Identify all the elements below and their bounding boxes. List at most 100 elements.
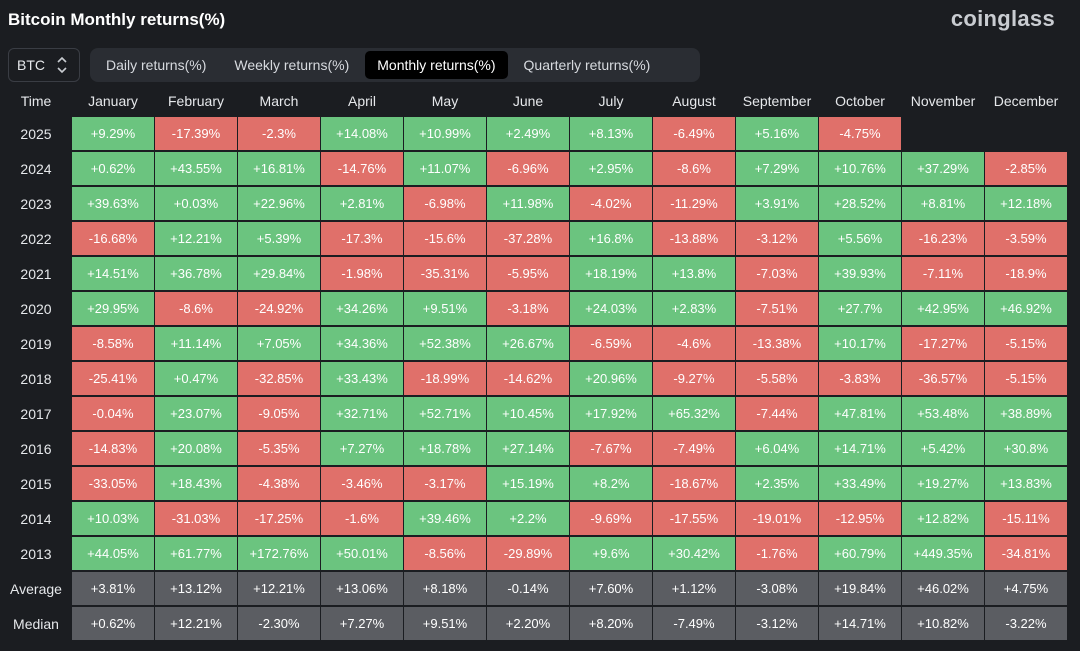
return-cell: +2.49% <box>487 117 569 152</box>
table-row: 2016 -14.83% +20.08% -5.35% +7.27% +18.78% +27… <box>1 432 1067 467</box>
tab-monthly-returns[interactable]: Monthly returns(%) <box>365 51 508 79</box>
return-cell: +172.76% <box>238 537 320 572</box>
return-cell: -8.58% <box>72 327 154 362</box>
chevron-up-down-icon <box>57 56 67 74</box>
return-cell: +12.21% <box>155 222 237 257</box>
coin-select[interactable]: BTC <box>8 48 80 82</box>
return-cell: +0.03% <box>155 187 237 222</box>
return-cell: -6.96% <box>487 152 569 187</box>
return-cell: +52.38% <box>404 327 486 362</box>
year-label: 2021 <box>1 257 71 292</box>
tab-weekly-returns[interactable]: Weekly returns(%) <box>234 57 350 73</box>
year-label: 2023 <box>1 187 71 222</box>
return-cell: +19.27% <box>902 467 984 502</box>
return-cell: +10.17% <box>819 327 901 362</box>
tab-daily-returns[interactable]: Daily returns(%) <box>106 57 207 73</box>
return-cell: +2.35% <box>736 467 818 502</box>
return-cell: -36.57% <box>902 362 984 397</box>
return-cell: +15.19% <box>487 467 569 502</box>
return-cell: +27.14% <box>487 432 569 467</box>
summary-cell: +19.84% <box>819 572 901 607</box>
summary-cell: -3.08% <box>736 572 818 607</box>
return-cell <box>985 117 1067 152</box>
return-cell: +16.81% <box>238 152 320 187</box>
brand-logo[interactable]: coinglass <box>950 6 1055 31</box>
return-cell: -6.49% <box>653 117 735 152</box>
return-cell: +20.96% <box>570 362 652 397</box>
table-row: 2023 +39.63% +0.03% +22.96% +2.81% -6.98% +11.… <box>1 187 1067 222</box>
return-cell: -7.51% <box>736 292 818 327</box>
return-cell: -8.6% <box>155 292 237 327</box>
table-row: 2024 +0.62% +43.55% +16.81% -14.76% +11.07% -6… <box>1 152 1067 187</box>
year-label: 2022 <box>1 222 71 257</box>
summary-cell: +13.06% <box>321 572 403 607</box>
return-cell: -17.39% <box>155 117 237 152</box>
return-cell: -9.69% <box>570 502 652 537</box>
return-cell: +8.13% <box>570 117 652 152</box>
summary-cell: +2.20% <box>487 607 569 642</box>
return-cell: -18.67% <box>653 467 735 502</box>
return-cell: +12.18% <box>985 187 1067 222</box>
return-cell: +52.71% <box>404 397 486 432</box>
return-cell: +14.08% <box>321 117 403 152</box>
return-cell: +28.52% <box>819 187 901 222</box>
table-row: 2025 +9.29% -17.39% -2.3% +14.08% +10.99% +2.4… <box>1 117 1067 152</box>
summary-cell: +8.18% <box>404 572 486 607</box>
return-cell: -14.62% <box>487 362 569 397</box>
summary-cell: +0.62% <box>72 607 154 642</box>
return-cell: +30.42% <box>653 537 735 572</box>
summary-cell: +9.51% <box>404 607 486 642</box>
return-cell: -2.3% <box>238 117 320 152</box>
return-cell: +22.96% <box>238 187 320 222</box>
summary-cell: +13.12% <box>155 572 237 607</box>
column-header-december: December <box>993 92 1059 109</box>
column-header-november: November <box>910 92 976 109</box>
return-cell: -3.46% <box>321 467 403 502</box>
return-cell: +20.08% <box>155 432 237 467</box>
return-cell: -5.15% <box>985 327 1067 362</box>
tab-quarterly-returns[interactable]: Quarterly returns(%) <box>523 57 651 73</box>
return-cell: -25.41% <box>72 362 154 397</box>
return-cell: -32.85% <box>238 362 320 397</box>
table-row: 2013 +44.05% +61.77% +172.76% +50.01% -8.56% -… <box>1 537 1067 572</box>
return-cell: +11.98% <box>487 187 569 222</box>
return-cell: +5.56% <box>819 222 901 257</box>
return-cell: +39.46% <box>404 502 486 537</box>
return-cell: -7.11% <box>902 257 984 292</box>
summary-cell: +12.21% <box>155 607 237 642</box>
return-cell: -7.03% <box>736 257 818 292</box>
return-cell: -5.35% <box>238 432 320 467</box>
return-cell: -33.05% <box>72 467 154 502</box>
table-row: 2018 -25.41% +0.47% -32.85% +33.43% -18.99% -1… <box>1 362 1067 397</box>
return-cell: -2.85% <box>985 152 1067 187</box>
return-cell: -37.28% <box>487 222 569 257</box>
return-cell: -3.83% <box>819 362 901 397</box>
return-cell: -17.27% <box>902 327 984 362</box>
return-cell: +0.47% <box>155 362 237 397</box>
return-cell: -17.55% <box>653 502 735 537</box>
year-label: 2025 <box>1 117 71 152</box>
summary-cell: -7.49% <box>653 607 735 642</box>
return-cell: -18.9% <box>985 257 1067 292</box>
column-header-august: August <box>672 92 716 109</box>
return-cell: +3.91% <box>736 187 818 222</box>
return-cell: +9.6% <box>570 537 652 572</box>
return-cell: +7.29% <box>736 152 818 187</box>
return-cell: -18.99% <box>404 362 486 397</box>
return-cell: +2.95% <box>570 152 652 187</box>
return-cell: -17.3% <box>321 222 403 257</box>
return-cell: +7.27% <box>321 432 403 467</box>
column-header-march: March <box>259 92 299 109</box>
return-cell: +8.81% <box>902 187 984 222</box>
column-header-may: May <box>431 92 459 109</box>
year-label: 2018 <box>1 362 71 397</box>
column-header-time: Time <box>20 92 52 109</box>
return-cell: -1.6% <box>321 502 403 537</box>
summary-cell: +3.81% <box>72 572 154 607</box>
column-header-july: July <box>598 92 624 109</box>
return-cell: -4.38% <box>238 467 320 502</box>
summary-row-average: Average +3.81% +13.12% +12.21% +13.06% +8.18%… <box>1 572 1067 607</box>
table-row: 2015 -33.05% +18.43% -4.38% -3.46% -3.17% +15.… <box>1 467 1067 502</box>
return-cell: -5.95% <box>487 257 569 292</box>
return-cell: +34.26% <box>321 292 403 327</box>
